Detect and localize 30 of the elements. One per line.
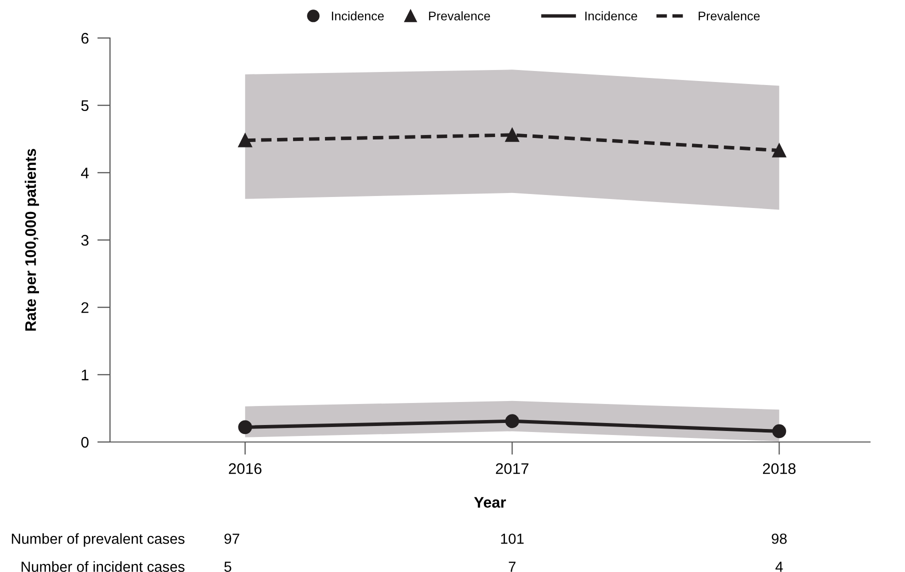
y-tick-label: 0	[81, 436, 89, 448]
text: Prevalence	[698, 11, 760, 20]
y-tick-label: 1	[82, 370, 88, 380]
text: 7	[508, 562, 516, 572]
point	[505, 414, 520, 428]
y-tick-label: 6	[81, 32, 88, 44]
y-tick-label: 5	[81, 100, 89, 112]
legend-label: Incidence	[332, 11, 384, 20]
x-axis-title: Year	[474, 497, 506, 508]
y-axis-title: Rate per 100,000 patients	[24, 148, 40, 331]
point	[238, 420, 252, 434]
point	[772, 424, 786, 438]
point	[772, 144, 786, 158]
text: 98	[772, 534, 787, 544]
point	[505, 128, 520, 142]
x-tick-label: 2016	[228, 463, 262, 474]
y-tick-label: 4	[81, 168, 89, 178]
text: 4	[775, 562, 783, 572]
text: 101	[501, 534, 524, 544]
x-tick-label: 2017	[496, 463, 528, 474]
y-tick-label: 3	[81, 234, 88, 246]
legend-label: Prevalence	[429, 11, 490, 20]
text: Number of incident cases	[22, 561, 184, 572]
text: 97	[224, 534, 240, 544]
text: Number of prevalent cases	[12, 533, 184, 547]
point	[238, 133, 252, 148]
y-tick-label: 2	[81, 302, 88, 313]
text: Incidence	[585, 11, 638, 20]
x-tick-label: 2018	[762, 463, 796, 474]
text: 5	[224, 562, 232, 572]
